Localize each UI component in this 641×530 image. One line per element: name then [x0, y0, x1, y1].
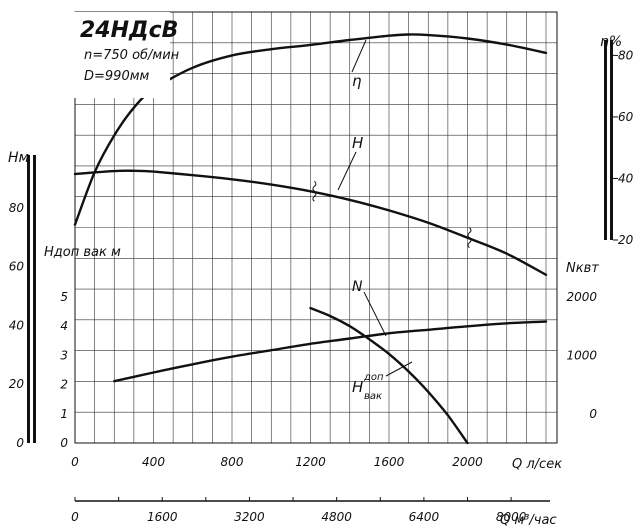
x-tick-label: 1200: [295, 455, 326, 469]
chart-curves: [73, 33, 548, 445]
chart-grid: [74, 11, 558, 444]
head-tick-label: 0: [16, 436, 24, 450]
efficiency-tick-label: 20: [618, 233, 634, 247]
efficiency-tick-label: 60: [618, 110, 634, 124]
npsh-curve: [309, 306, 469, 445]
head-tick-label: 80: [9, 201, 25, 215]
x-axis-label: Q л/сек: [512, 457, 562, 472]
power-tick-label: 0: [589, 407, 597, 421]
x-tick-label: 400: [142, 455, 165, 469]
plot-frame: [74, 11, 558, 444]
head-curve: [73, 169, 548, 276]
secondary-x-tick-label: 6400: [409, 510, 440, 524]
operating-range-mark: [467, 227, 472, 248]
npsh-leader-line: [385, 361, 413, 377]
x-axis-secondary-label: Q м³/час: [500, 513, 557, 528]
npsh-tick-label: 2: [60, 378, 68, 392]
secondary-x-tick-label: 8000: [496, 510, 527, 524]
power-axis-label: Nквт: [566, 261, 599, 276]
operating-range-mark: [312, 180, 317, 202]
chart-subtitle-diameter: D=990мм: [84, 69, 150, 84]
eta-leader-line: [351, 39, 367, 73]
npsh-tick-label: 1: [60, 407, 68, 421]
efficiency-axis-bar-inner: [607, 40, 610, 240]
secondary-x-tick-label: 0: [71, 510, 79, 524]
npsh-curve-label-sup: доп: [363, 372, 384, 383]
npsh-tick-label: 4: [60, 319, 68, 333]
head-tick-label: 60: [9, 260, 25, 274]
head-axis-label: Нм: [8, 150, 30, 166]
secondary-x-tick-label: 3200: [234, 510, 265, 524]
x-tick-label: 0: [71, 455, 79, 469]
eta-curve-label: η: [352, 72, 362, 90]
head-curve-label: H: [352, 134, 363, 152]
power-leader-line: [363, 291, 387, 337]
chart-axes: [27, 40, 613, 502]
npsh-curve-label-sub: вак: [364, 391, 382, 402]
head-axis-bar-inner: [30, 155, 33, 443]
power-curve-label: N: [352, 279, 363, 295]
head-tick-label: 40: [9, 318, 25, 332]
efficiency-axis-label: η%: [600, 34, 622, 50]
title-box: [74, 12, 170, 98]
eta-curve: [73, 33, 548, 226]
npsh-tick-label: 0: [60, 436, 68, 450]
npsh-curve-label: Н доп вак: [352, 372, 384, 402]
head-leader-line: [337, 151, 357, 191]
efficiency-tick-label: 80: [618, 48, 634, 62]
npsh-tick-label: 5: [60, 290, 68, 304]
chart-title: 24НДсВ: [80, 18, 178, 43]
secondary-x-tick-label: 4800: [321, 510, 352, 524]
power-curve: [113, 320, 548, 383]
x-tick-label: 1600: [374, 455, 405, 469]
x-tick-label: 2000: [452, 455, 483, 469]
secondary-x-tick-label: 1600: [147, 510, 178, 524]
x-tick-label: 800: [221, 455, 244, 469]
head-tick-label: 20: [9, 377, 25, 391]
chart-subtitle-speed: n=750 об/мин: [84, 48, 180, 63]
npsh-axis-label: Ндоп вак м: [44, 245, 121, 260]
npsh-curve-label-main: Н: [352, 378, 363, 396]
power-tick-label: 1000: [566, 349, 597, 363]
power-tick-label: 2000: [566, 290, 597, 304]
npsh-tick-label: 3: [60, 348, 68, 362]
efficiency-tick-label: 40: [618, 171, 634, 185]
